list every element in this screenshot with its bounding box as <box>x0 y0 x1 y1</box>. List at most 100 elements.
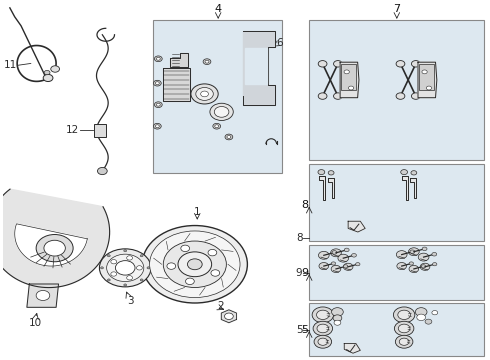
Bar <box>153 21 282 173</box>
Circle shape <box>334 93 343 99</box>
Circle shape <box>149 231 240 298</box>
Circle shape <box>127 256 132 260</box>
Circle shape <box>107 254 144 282</box>
Text: 6: 6 <box>276 38 283 48</box>
Circle shape <box>36 291 50 301</box>
Circle shape <box>334 60 343 67</box>
Circle shape <box>344 70 349 74</box>
Circle shape <box>319 262 329 270</box>
Circle shape <box>343 265 348 268</box>
Circle shape <box>396 60 405 67</box>
Circle shape <box>422 247 427 251</box>
Circle shape <box>331 262 336 265</box>
Circle shape <box>186 278 194 284</box>
Bar <box>419 64 434 90</box>
Circle shape <box>412 60 420 67</box>
Circle shape <box>107 255 110 257</box>
Text: 9: 9 <box>296 267 302 278</box>
Bar <box>309 21 485 160</box>
Circle shape <box>98 167 107 175</box>
Circle shape <box>167 263 176 269</box>
Circle shape <box>399 338 409 345</box>
Circle shape <box>203 59 211 64</box>
Circle shape <box>137 266 142 270</box>
Circle shape <box>318 251 329 259</box>
Circle shape <box>328 171 334 175</box>
Circle shape <box>416 308 427 316</box>
Circle shape <box>421 265 426 268</box>
Circle shape <box>344 248 349 252</box>
Circle shape <box>156 57 160 60</box>
Circle shape <box>127 276 132 280</box>
Circle shape <box>44 240 65 256</box>
Circle shape <box>334 320 341 325</box>
Circle shape <box>313 321 333 336</box>
Circle shape <box>111 272 117 276</box>
Polygon shape <box>319 176 325 200</box>
Text: 2: 2 <box>217 301 224 311</box>
Circle shape <box>401 170 408 175</box>
Circle shape <box>332 251 337 254</box>
Circle shape <box>409 262 414 265</box>
Circle shape <box>417 314 425 320</box>
Circle shape <box>410 250 415 253</box>
Circle shape <box>396 251 407 258</box>
Polygon shape <box>340 62 359 98</box>
Polygon shape <box>418 62 437 98</box>
Circle shape <box>227 135 231 138</box>
Circle shape <box>142 226 247 303</box>
Bar <box>309 303 485 356</box>
Circle shape <box>155 125 159 128</box>
Text: 11: 11 <box>4 60 17 70</box>
Bar <box>309 164 485 241</box>
Circle shape <box>394 321 414 336</box>
Circle shape <box>318 338 328 345</box>
Circle shape <box>426 86 432 90</box>
Circle shape <box>224 313 233 319</box>
Polygon shape <box>171 53 188 67</box>
Circle shape <box>147 267 150 269</box>
Polygon shape <box>328 178 334 198</box>
Circle shape <box>395 335 413 348</box>
Text: 5: 5 <box>301 325 308 334</box>
Circle shape <box>188 259 202 270</box>
Circle shape <box>214 107 229 117</box>
Circle shape <box>51 66 59 72</box>
Circle shape <box>213 123 220 129</box>
Circle shape <box>409 265 418 273</box>
Circle shape <box>36 234 73 262</box>
Polygon shape <box>163 68 190 101</box>
Circle shape <box>154 56 162 62</box>
Circle shape <box>412 93 420 99</box>
Polygon shape <box>0 189 110 288</box>
Circle shape <box>398 324 410 333</box>
Circle shape <box>393 307 415 323</box>
Polygon shape <box>221 310 237 323</box>
Circle shape <box>397 262 407 270</box>
Circle shape <box>43 75 53 82</box>
Text: 12: 12 <box>66 125 79 135</box>
Circle shape <box>140 279 143 281</box>
Circle shape <box>154 102 162 108</box>
Circle shape <box>225 134 233 140</box>
Circle shape <box>314 335 332 348</box>
Circle shape <box>156 103 160 106</box>
Circle shape <box>409 248 419 256</box>
Circle shape <box>155 82 159 85</box>
Circle shape <box>425 319 432 324</box>
Circle shape <box>318 170 325 175</box>
Circle shape <box>356 262 360 266</box>
Circle shape <box>111 260 117 264</box>
Circle shape <box>196 87 213 100</box>
Bar <box>309 244 485 300</box>
Polygon shape <box>411 178 416 198</box>
Circle shape <box>418 253 429 261</box>
Circle shape <box>348 86 354 90</box>
Circle shape <box>44 71 50 75</box>
Bar <box>94 125 106 137</box>
Circle shape <box>205 60 209 63</box>
Circle shape <box>411 171 417 175</box>
Circle shape <box>331 265 341 273</box>
Circle shape <box>331 249 342 257</box>
Circle shape <box>338 254 348 262</box>
